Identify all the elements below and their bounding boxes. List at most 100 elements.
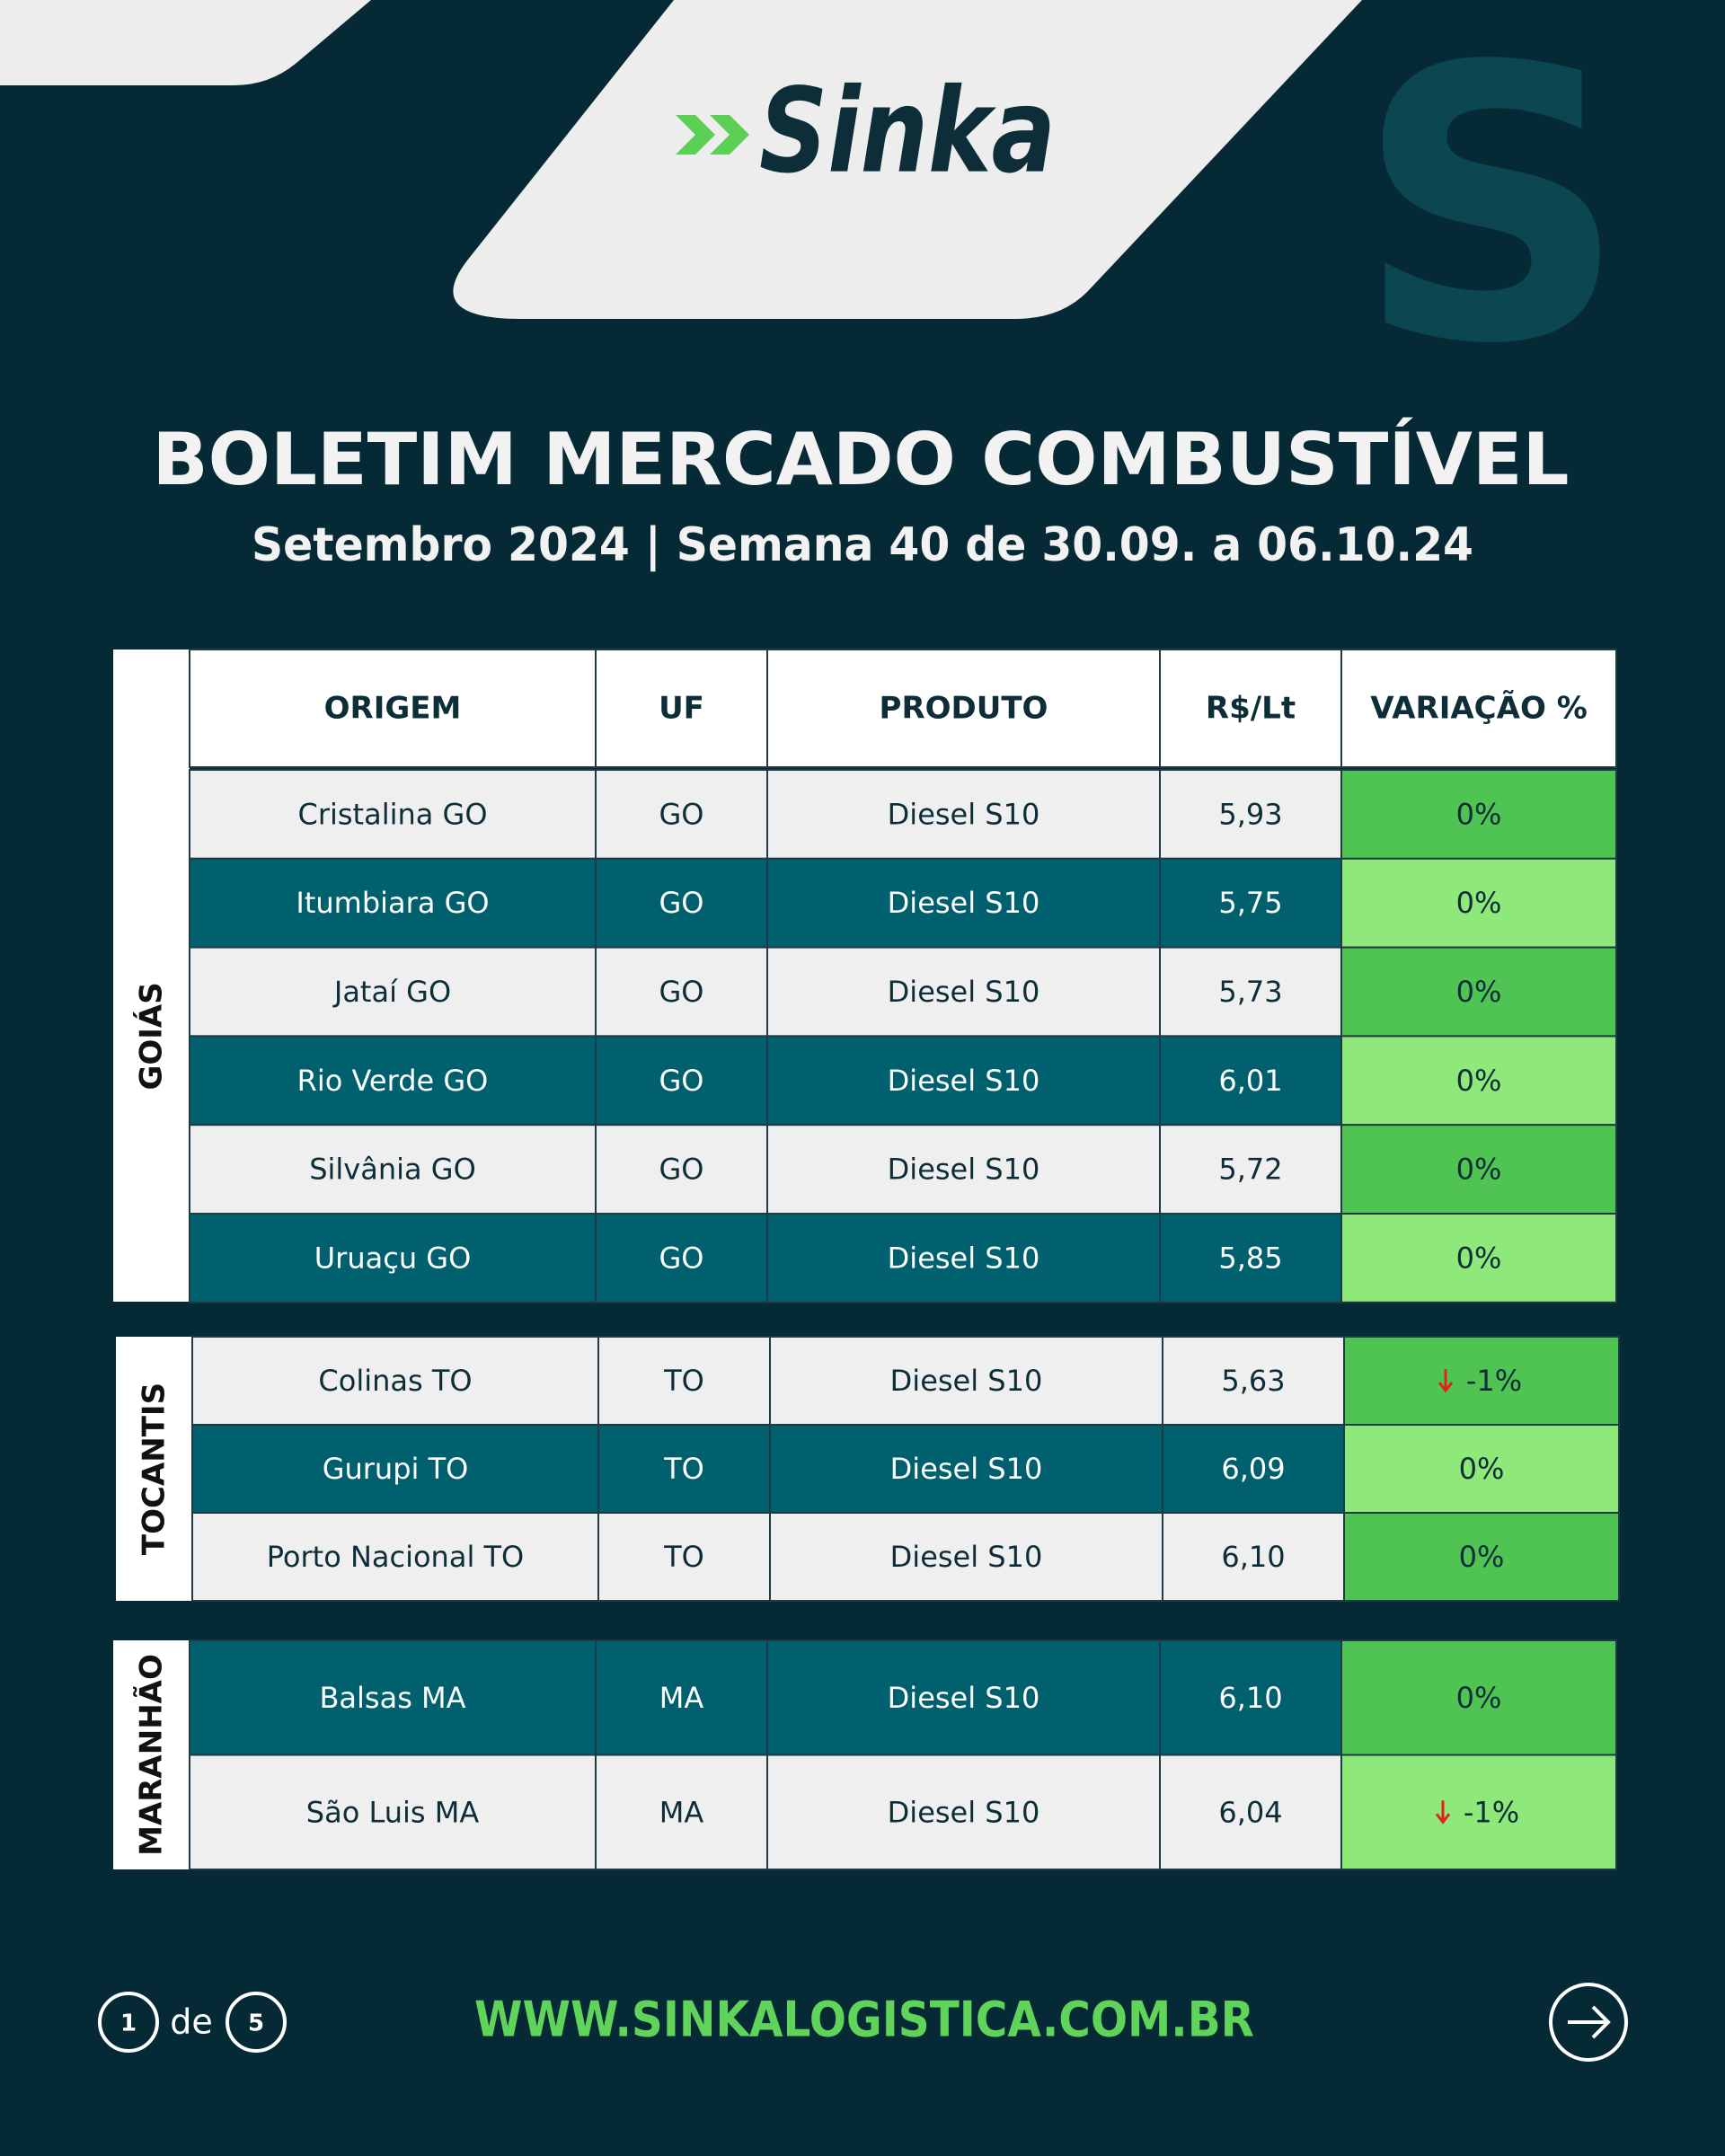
cell — [1343, 1336, 1620, 1426]
cell — [1159, 1754, 1342, 1870]
cell — [1159, 857, 1342, 949]
cell-text: TO — [663, 1540, 704, 1574]
cell — [1162, 1336, 1345, 1426]
cell — [191, 1512, 599, 1602]
title: BOLETIM MERCADO COMBUSTÍVEL — [153, 417, 1570, 501]
cell-text: Diesel S10 — [888, 1153, 1040, 1187]
cell-text: 0% — [1456, 1681, 1502, 1715]
cell — [769, 1512, 1163, 1602]
cell — [1340, 857, 1617, 949]
logo-plate — [453, 0, 1362, 319]
header-cell — [1340, 649, 1617, 768]
cell — [1343, 1424, 1620, 1514]
cell-text: 0% — [1456, 797, 1502, 831]
cell-text: Diesel S10 — [888, 1064, 1040, 1098]
cell — [766, 1639, 1161, 1756]
cell-text: Balsas MA — [319, 1681, 465, 1715]
header-cell — [766, 649, 1161, 768]
cell — [766, 946, 1161, 1038]
url[interactable]: WWW.SINKALOGISTICA.COM.BR — [474, 1992, 1254, 2048]
cell-text: 0% — [1456, 1241, 1502, 1275]
header-cell — [189, 649, 597, 768]
cell-text: 0% — [1456, 1064, 1502, 1098]
cell — [595, 946, 768, 1038]
cell-text: Silvânia GO — [309, 1153, 476, 1187]
cell-text: 0% — [1456, 975, 1502, 1009]
cell-text: Jataí GO — [332, 975, 451, 1009]
cell — [1340, 769, 1617, 860]
page-of: de — [170, 2002, 213, 2042]
cell — [1159, 1213, 1342, 1303]
cell-text: 0% — [1456, 886, 1502, 920]
cell — [189, 1213, 597, 1303]
cell-text: MA — [659, 1681, 704, 1715]
subtitle: Setembro 2024 | Semana 40 de 30.09. a 06… — [252, 518, 1473, 572]
cell-text: Diesel S10 — [888, 975, 1040, 1009]
cell-text: TO — [663, 1452, 704, 1486]
page-circle — [226, 1992, 287, 2053]
cell — [1340, 1213, 1617, 1303]
cell-text: 5,73 — [1218, 975, 1282, 1009]
cell-text: Gurupi TO — [323, 1452, 469, 1486]
cell-text: GO — [659, 886, 704, 920]
group-column — [113, 1640, 190, 1869]
cell — [1340, 1754, 1617, 1870]
cell — [1162, 1424, 1345, 1514]
cell-text: Diesel S10 — [890, 1540, 1043, 1574]
cell-text: 6,10 — [1218, 1681, 1282, 1715]
cell — [595, 1124, 768, 1215]
cell — [189, 946, 597, 1038]
cell — [595, 1639, 768, 1756]
cell-text: Diesel S10 — [890, 1364, 1043, 1398]
cell-text: GO — [659, 975, 704, 1009]
cell-text: Itumbiara GO — [296, 886, 489, 920]
group-column — [113, 649, 190, 1302]
cell-text: GO — [659, 1064, 704, 1098]
cell-text: -1% — [1466, 1364, 1522, 1398]
header-cell — [595, 649, 768, 768]
next-circle — [1549, 1983, 1628, 2062]
down-arrow — [1438, 1369, 1454, 1393]
cell-text: GO — [659, 1241, 704, 1275]
group-label: TOCANTIS — [137, 1383, 172, 1555]
table: ORIGEM UF PRODUTO R$/Lt VARIAÇÃO % GOIÁS Crist… — [113, 649, 1620, 1870]
cell-text: Colinas TO — [318, 1364, 472, 1398]
page-total: 5 — [248, 2010, 264, 2037]
next-arrow — [1568, 2005, 1611, 2039]
cell-text: 6,04 — [1218, 1795, 1282, 1829]
cell — [191, 1336, 599, 1426]
cell — [595, 1754, 768, 1870]
cell-text: 6,01 — [1218, 1064, 1282, 1098]
cell-text: 0% — [1456, 1153, 1502, 1187]
logo-chevrons — [676, 115, 749, 155]
cell-text: MA — [659, 1795, 704, 1829]
cell-text: Uruaçu GO — [314, 1241, 472, 1275]
cell — [595, 769, 768, 860]
cell — [1340, 946, 1617, 1038]
cell-text: São Luis MA — [306, 1795, 480, 1829]
top-shape — [0, 0, 371, 85]
column-header: R$/Lt — [1206, 691, 1296, 727]
column-header: ORIGEM — [324, 691, 462, 727]
cell-text: 0% — [1459, 1540, 1505, 1574]
cell-text: Rio Verde GO — [297, 1064, 489, 1098]
cell-text: Diesel S10 — [890, 1452, 1043, 1486]
cell — [766, 1035, 1161, 1127]
page-circle — [98, 1992, 159, 2053]
column-header: PRODUTO — [880, 691, 1048, 727]
cell-text: Diesel S10 — [888, 797, 1040, 831]
cell — [189, 1035, 597, 1127]
cell — [189, 1639, 597, 1756]
next-button[interactable] — [1549, 1983, 1628, 2062]
cell — [595, 857, 768, 949]
cell-text: GO — [659, 797, 704, 831]
cell-text: Diesel S10 — [888, 1681, 1040, 1715]
cell — [1343, 1512, 1620, 1602]
cell-text: 6,10 — [1221, 1540, 1285, 1574]
cell — [769, 1424, 1163, 1514]
cell-text: Diesel S10 — [888, 1795, 1040, 1829]
cell-text: 6,09 — [1221, 1452, 1285, 1486]
group-column — [116, 1337, 192, 1601]
logo: Sinka — [759, 63, 1056, 199]
